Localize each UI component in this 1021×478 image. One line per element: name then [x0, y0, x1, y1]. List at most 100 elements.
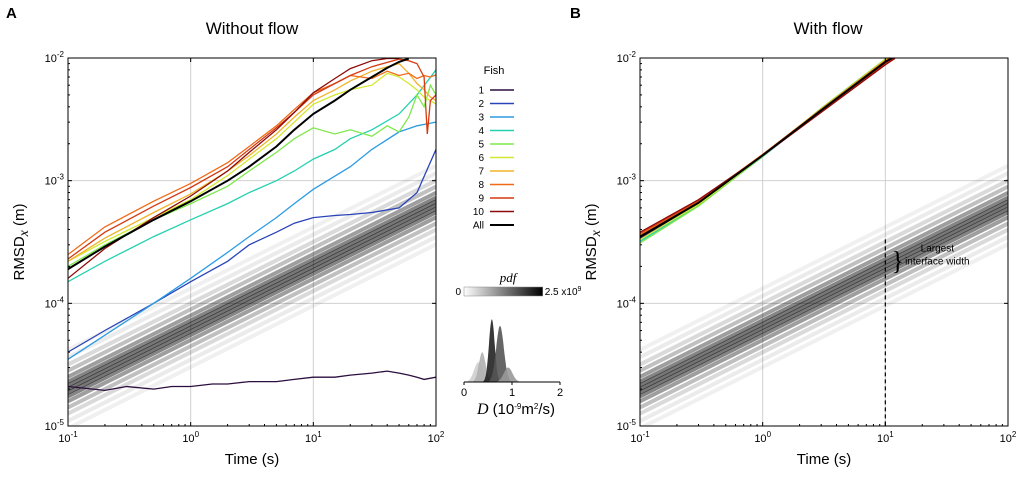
pdf-band-layer — [640, 164, 1008, 352]
series-line-10 — [68, 58, 400, 279]
series-line-7 — [68, 62, 436, 262]
pdf-band-layer — [68, 221, 436, 410]
colorbar-min: 0 — [455, 287, 461, 298]
legend-label: 6 — [478, 153, 484, 164]
pdf-band-layer — [68, 171, 436, 359]
annotation-bracket: } — [891, 246, 903, 275]
y-axis-label: RMSDx (m) — [583, 203, 604, 280]
pdf-band-layer — [640, 215, 1008, 404]
pdf-band-layer — [640, 221, 1008, 410]
series-line-5 — [68, 83, 436, 267]
plot-frame — [639, 57, 1009, 427]
x-tick-label: 101 — [305, 430, 322, 445]
y-tick-label: 10-3 — [617, 173, 637, 188]
series-line-3 — [68, 121, 436, 360]
legend-label: 9 — [478, 194, 484, 205]
series-line-4 — [68, 69, 436, 283]
pdf-band — [640, 164, 1008, 426]
pdf-band-layer — [68, 195, 436, 384]
y-tick-label: 10-2 — [45, 50, 65, 65]
pdf-band-layer — [68, 215, 436, 404]
pdf-band-layer — [640, 242, 1008, 426]
legend-label: 1 — [478, 86, 484, 97]
pdf-band-layer — [640, 206, 1008, 395]
panel-a-label: A — [6, 5, 17, 22]
legend-label: 2 — [478, 99, 484, 110]
legend-label: 3 — [478, 113, 484, 124]
legend-label: 8 — [478, 180, 484, 191]
panel-b-plot: 10-1 100 101 102 10-5 10-4 10-3 10-2 Time (s) RMS… — [583, 50, 1017, 468]
x-tick-label: 102 — [428, 430, 445, 445]
pdf-band-layer — [640, 171, 1008, 359]
legend-label: 4 — [478, 126, 484, 137]
x-tick-label: 100 — [754, 430, 771, 445]
x-tick-label: 10-1 — [58, 430, 78, 445]
pdf-band-layer — [640, 203, 1008, 391]
pdf-band-layer — [68, 191, 436, 379]
inset-x-tick-label: 1 — [509, 387, 515, 399]
pdf-band-layer — [68, 235, 436, 423]
plot-area — [640, 58, 1008, 426]
y-axis-label: RMSDx (m) — [11, 203, 32, 280]
x-tick-label: 102 — [1000, 430, 1017, 445]
inset-pdf-label: pdf — [499, 270, 519, 285]
panel-b-title: With flow — [794, 19, 864, 38]
series-line-6 — [68, 72, 436, 262]
colorbar-max: 2.5 x109 — [545, 286, 582, 298]
annotation-line2: interface width — [905, 256, 969, 267]
pdf-band-layer — [640, 195, 1008, 384]
colorbar — [463, 286, 543, 297]
x-axis-label: Time (s) — [225, 451, 279, 468]
pdf-band-layer — [640, 227, 1008, 416]
pdf-band-layer — [640, 191, 1008, 379]
legend-label: 7 — [478, 167, 484, 178]
x-tick-label: 10-1 — [630, 430, 650, 445]
legend-label: 10 — [473, 207, 485, 218]
pdf-band-layer — [640, 199, 1008, 388]
pdf-peak — [488, 325, 512, 382]
y-tick-label: 10-4 — [45, 295, 65, 310]
pdf-band-layer — [68, 206, 436, 395]
inset-x-label: D (10-9m2/s) — [476, 401, 555, 418]
y-tick-label: 10-3 — [45, 173, 65, 188]
pdf-band-layer — [68, 210, 436, 399]
legend-label: 5 — [478, 140, 484, 151]
pdf-band — [68, 164, 436, 426]
series-line-All — [68, 58, 410, 270]
y-tick-label: 10-4 — [617, 295, 637, 310]
panel-b-label: B — [570, 5, 581, 22]
pdf-band-layer — [68, 203, 436, 391]
pdf-band-layer — [68, 242, 436, 426]
legend-label: All — [473, 221, 484, 232]
series-line-1 — [68, 370, 436, 392]
series-line-2 — [68, 149, 436, 353]
panel-a-title: Without flow — [206, 19, 299, 38]
inset-x-tick-label: 2 — [557, 387, 563, 399]
pdf-band-layer — [68, 199, 436, 388]
series-line-All — [640, 58, 895, 238]
plot-frame — [67, 57, 437, 427]
series-line-9 — [68, 58, 436, 260]
x-tick-label: 100 — [182, 430, 199, 445]
y-tick-label: 10-5 — [617, 418, 637, 433]
pdf-band-layer — [68, 184, 436, 373]
plot-area — [68, 58, 436, 426]
y-tick-label: 10-5 — [45, 418, 65, 433]
pdf-band-layer — [640, 178, 1008, 367]
pdf-band-layer — [640, 210, 1008, 399]
pdf-band-layer — [68, 178, 436, 367]
x-axis-label: Time (s) — [797, 451, 851, 468]
pdf-band-layer — [68, 227, 436, 416]
inset-pdf: pdf 0 2.5 x109 0 1 2D (10-9m2/s) — [455, 270, 581, 418]
legend-title: Fish — [484, 65, 505, 77]
inset-x-tick-label: 0 — [461, 387, 467, 399]
pdf-band-layer — [640, 184, 1008, 373]
y-tick-label: 10-2 — [617, 50, 637, 65]
pdf-band-layer — [640, 235, 1008, 423]
pdf-peak — [495, 367, 522, 382]
annotation-line1: Largest — [921, 243, 955, 254]
x-tick-label: 101 — [877, 430, 894, 445]
panel-a-plot: 10-1 100 101 102 10-5 10-4 10-3 10-2 Time (s) RMS… — [11, 50, 445, 468]
